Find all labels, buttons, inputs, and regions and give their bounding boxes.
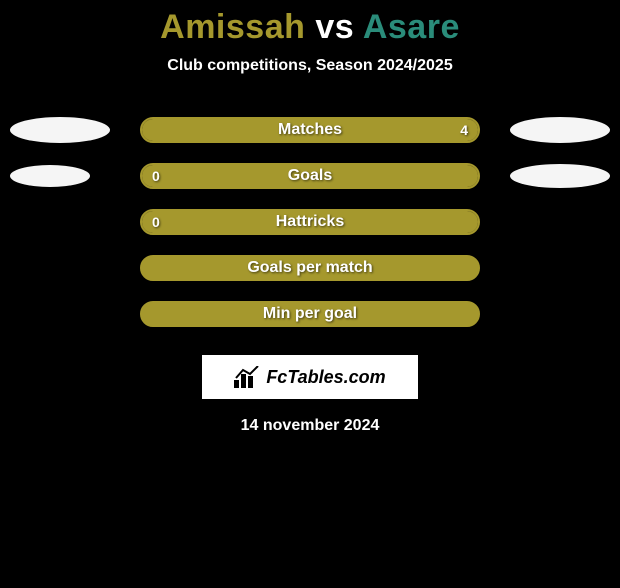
stat-bar-fill-left bbox=[142, 165, 478, 187]
date-line: 14 november 2024 bbox=[0, 417, 620, 435]
brand-text: FcTables.com bbox=[266, 367, 385, 388]
title-separator: vs bbox=[315, 8, 354, 46]
brand-badge: FcTables.com bbox=[202, 355, 418, 399]
comparison-rows: Matches4 Goals0 Hattricks0 Goals per match M… bbox=[0, 107, 620, 337]
stat-bar: Goals0 bbox=[140, 163, 480, 189]
stat-bar: Goals per match bbox=[140, 255, 480, 281]
competition-subtitle: Club competitions, Season 2024/2025 bbox=[0, 57, 620, 75]
comparison-row: Goals per match bbox=[0, 245, 620, 291]
stat-bar-fill-left bbox=[142, 211, 478, 233]
player1-name: Amissah bbox=[160, 8, 305, 46]
comparison-row: Min per goal bbox=[0, 291, 620, 337]
player2-avatar bbox=[510, 117, 610, 143]
brand-inner: FcTables.com bbox=[234, 366, 385, 388]
player1-avatar bbox=[10, 117, 110, 143]
stat-label: Goals per match bbox=[142, 259, 478, 277]
comparison-row: Matches4 bbox=[0, 107, 620, 153]
comparison-row: Goals0 bbox=[0, 153, 620, 199]
stat-bar: Matches4 bbox=[140, 117, 480, 143]
comparison-title: Amissah vs Asare bbox=[0, 8, 620, 47]
stat-bar: Min per goal bbox=[140, 301, 480, 327]
comparison-row: Hattricks0 bbox=[0, 199, 620, 245]
player2-avatar bbox=[510, 164, 610, 188]
brand-icon bbox=[234, 366, 260, 388]
stat-label: Min per goal bbox=[142, 305, 478, 323]
player1-avatar bbox=[10, 165, 90, 187]
stat-bar: Hattricks0 bbox=[140, 209, 480, 235]
stat-bar-fill-right bbox=[142, 119, 478, 141]
player2-name: Asare bbox=[363, 8, 460, 46]
